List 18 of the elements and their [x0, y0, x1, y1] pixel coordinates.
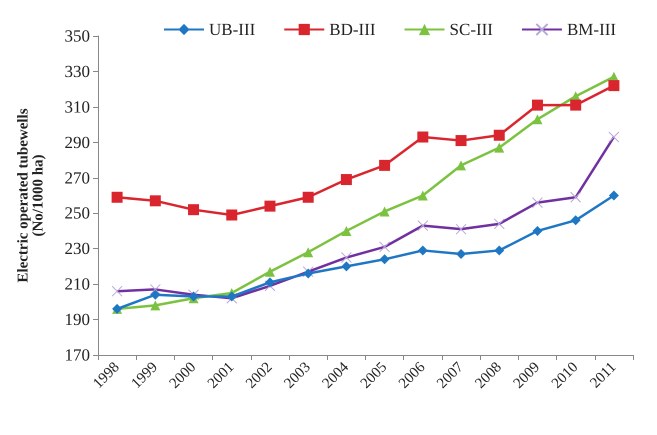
x-tick-label: 2011: [587, 359, 620, 392]
legend-label: BM-III: [566, 20, 616, 39]
y-tick-label: 310: [64, 97, 90, 116]
legend-label: SC-III: [450, 20, 494, 39]
legend-label: UB-III: [209, 20, 256, 39]
y-tick-label: 250: [64, 204, 90, 223]
y-tick-label: 210: [64, 274, 90, 294]
y-tick-label: 230: [64, 239, 90, 258]
legend-label: BD-III: [329, 20, 376, 39]
y-axis-title: Electric operated tubewells (No/1000 ha): [16, 108, 46, 283]
y-tick-label: 190: [64, 310, 90, 330]
y-tick-label: 330: [64, 62, 90, 81]
y-tick-label: 350: [64, 26, 90, 46]
x-tick-label: 2001: [204, 359, 238, 392]
y-tick-label: 290: [64, 132, 90, 152]
x-tick-label: 1999: [128, 359, 161, 392]
y-tick-label: 170: [64, 346, 90, 364]
y-tick-label: 270: [64, 168, 90, 188]
